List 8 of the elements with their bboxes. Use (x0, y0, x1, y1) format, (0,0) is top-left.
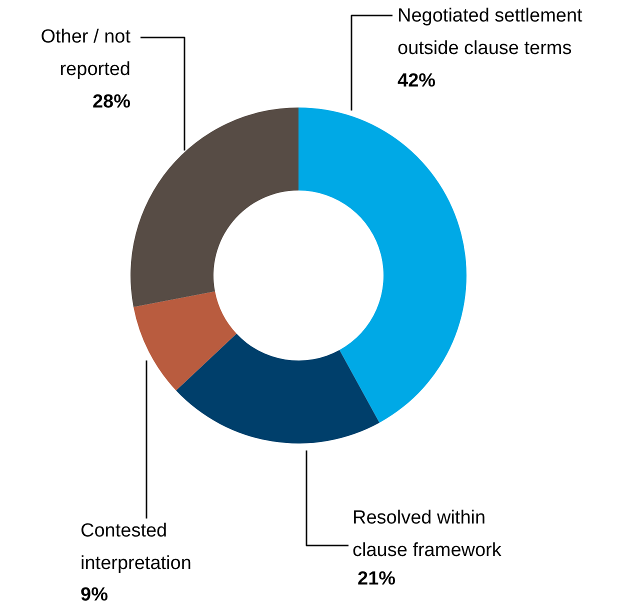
slice-label: Negotiated settlement outside clause terms (398, 6, 584, 60)
slice-label: Other / not reported (40, 26, 132, 80)
slice-label: Contested interpretation (80, 520, 192, 574)
slice-label: Resolved within clause framework (352, 508, 502, 562)
data-label: 9% (80, 584, 108, 606)
data-label: 21% (358, 568, 396, 590)
data-label: 42% (398, 70, 436, 92)
data-label: 28% (92, 92, 131, 112)
